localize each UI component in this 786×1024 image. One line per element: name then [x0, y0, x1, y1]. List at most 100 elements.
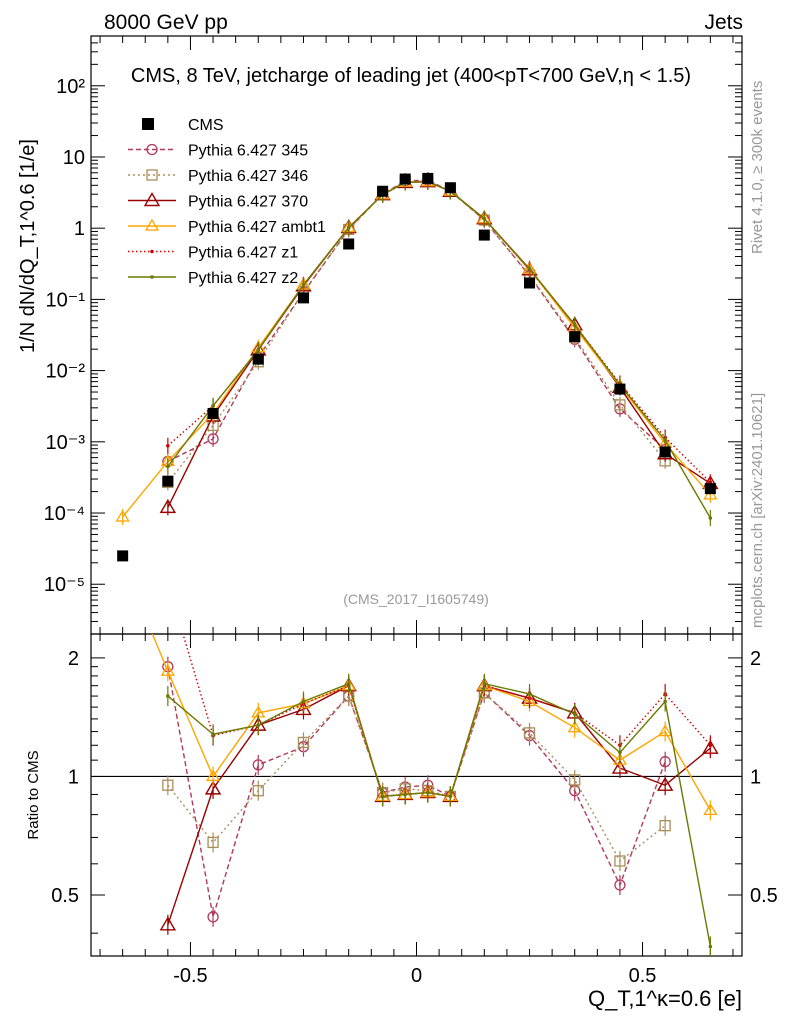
- legend-label-370: Pythia 6.427 370: [188, 194, 308, 211]
- point-z2: [301, 283, 306, 287]
- ratio-point-z2: [708, 944, 713, 949]
- data-point-cms: [343, 238, 355, 250]
- ratio-clip-group: [151, 581, 719, 956]
- point-346: [614, 399, 626, 411]
- ratio-point-370: [295, 701, 312, 716]
- ratio-point-z2: [403, 792, 407, 797]
- point-z2: [527, 266, 532, 271]
- ratio-point-346: [252, 785, 264, 797]
- legend-marker-370: [143, 192, 161, 207]
- data-point-cms: [207, 407, 219, 419]
- ratio-point-ambt1: [160, 663, 176, 676]
- analysis-watermark: (CMS_2017_I1605749): [343, 591, 489, 607]
- legend: CMS Pythia 6.427 345 Pythia 6.427 346 Pythi…: [128, 117, 326, 287]
- ratio-point-z2: [256, 723, 261, 727]
- ratio-point-ambt1: [657, 724, 673, 737]
- ratio-point-z2: [166, 694, 170, 698]
- ratio-point-370: [611, 759, 629, 774]
- ratio-point-346: [523, 727, 536, 739]
- ratio-point-345: [659, 756, 671, 768]
- ratio-point-370: [656, 776, 674, 791]
- ratio-line-370: [167, 684, 711, 926]
- data-point-cms: [444, 182, 456, 194]
- main-panel: 10⁻⁵ 10⁻⁴ 10⁻³ 10⁻² 10⁻¹ 1 10 10² (CMS_2017_I16…: [44, 35, 743, 635]
- ratio-line-z1: [182, 634, 711, 798]
- ratio-point-346: [297, 736, 310, 749]
- y-tick-label-main: 10: [63, 147, 85, 169]
- ratio-point-345: [614, 879, 626, 891]
- point-z2: [572, 322, 577, 327]
- ratio-point-z2: [346, 681, 351, 686]
- point-345: [207, 433, 219, 445]
- ratio-point-z2: [380, 794, 385, 799]
- ratio-y-axis-label: Ratio to CMS: [25, 750, 42, 839]
- legend-swatch-cms: [142, 118, 154, 130]
- ratio-point-ambt1: [703, 803, 718, 816]
- point-ambt1: [115, 509, 130, 522]
- point-z1: [166, 443, 170, 448]
- x-tick-label: 0: [411, 965, 422, 987]
- y-tick-label-main: 10⁻⁵: [44, 574, 85, 596]
- main-clip-group: [115, 172, 719, 562]
- ratio-point-346: [207, 836, 219, 849]
- x-tick-label: 0.5: [629, 965, 657, 987]
- legend-label-z2: Pythia 6.427 z2: [188, 270, 298, 287]
- point-z2: [482, 216, 487, 221]
- point-z2: [211, 404, 215, 408]
- y-tick-label-main: 10⁻³: [46, 432, 86, 454]
- y-tick-label-main: 1: [74, 218, 85, 240]
- x-tick-label: -0.5: [173, 965, 207, 987]
- header-category: Jets: [704, 11, 743, 34]
- series-line-345: [167, 179, 666, 463]
- data-point-cms: [614, 383, 626, 395]
- y-tick-label-ratio-right: 0.5: [750, 885, 778, 907]
- data-point-cms: [297, 292, 309, 304]
- y-tick-label-ratio: 1: [68, 766, 79, 788]
- y-tick-label-ratio: 0.5: [51, 885, 79, 907]
- ratio-line-345: [167, 666, 666, 918]
- ratio-point-346: [162, 779, 174, 791]
- ratio-point-345: [252, 759, 264, 771]
- ratio-point-z2: [663, 699, 667, 704]
- ratio-line-z2: [167, 682, 712, 947]
- ratio-point-z2: [482, 681, 487, 686]
- legend-label-346: Pythia 6.427 346: [188, 168, 308, 185]
- legend-label-CMS: CMS: [188, 117, 224, 134]
- legend-marker-ambt1: [144, 218, 160, 231]
- data-point-cms: [117, 550, 129, 562]
- legend-marker-345: [146, 143, 158, 156]
- data-point-cms: [422, 172, 434, 184]
- ratio-series-layer: [151, 581, 719, 956]
- y-tick-label-main: 10⁻¹: [46, 289, 86, 311]
- data-point-cms: [377, 185, 389, 197]
- ratio-point-z1: [166, 581, 170, 585]
- data-point-cms: [704, 483, 716, 495]
- legend-marker-346: [146, 169, 158, 181]
- ratio-point-z2: [448, 794, 453, 799]
- ratio-point-346: [659, 820, 671, 832]
- y-tick-label-ratio: 2: [68, 648, 79, 670]
- rivet-version: Rivet 4.1.0, ≥ 300k events: [749, 81, 766, 254]
- main-axis-ticks: 10⁻⁵ 10⁻⁴ 10⁻³ 10⁻² 10⁻¹ 1 10 10²: [44, 35, 742, 635]
- y-axis-label: 1/N dN/dQ_T,1^0.6 [1/e]: [17, 139, 39, 353]
- mcplots-credit: mcplots.cern.ch [arXiv:2401.10621]: [749, 393, 766, 628]
- ratio-point-z1: [708, 743, 713, 748]
- ratio-point-ambt1: [612, 752, 628, 765]
- point-z2: [663, 438, 667, 443]
- point-z2: [708, 516, 713, 520]
- legend-marker-z1: [150, 249, 154, 254]
- data-point-cms: [252, 353, 264, 365]
- ratio-point-346: [614, 855, 626, 867]
- data-point-cms: [478, 229, 490, 241]
- ratio-point-z2: [211, 732, 215, 737]
- header-collision: 8000 GeV pp: [104, 11, 228, 34]
- point-z2: [346, 225, 351, 230]
- legend-label-345: Pythia 6.427 345: [188, 143, 308, 160]
- data-point-cms: [569, 331, 581, 343]
- legend-label-z1: Pythia 6.427 z1: [188, 245, 298, 262]
- data-point-cms: [162, 475, 174, 487]
- ratio-point-ambt1: [205, 769, 221, 782]
- point-z2: [166, 464, 170, 469]
- data-point-cms: [524, 277, 536, 289]
